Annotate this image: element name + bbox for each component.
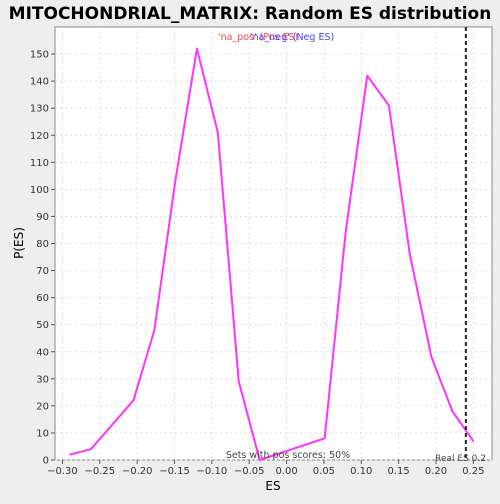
- es-density-point: [237, 380, 240, 383]
- es-density-point: [344, 231, 347, 234]
- y-tick-label: 20: [36, 401, 49, 412]
- legend-na-neg: 'na_neg' (Neg ES): [250, 32, 334, 43]
- es-density-point: [472, 440, 475, 442]
- y-tick-label: 140: [30, 77, 49, 88]
- y-tick-label: 30: [36, 374, 49, 385]
- x-tick-label: 0.25: [462, 466, 484, 477]
- legend-na-pos: 'na_pos' (Pos ES): [218, 32, 298, 43]
- es-density-point: [366, 74, 369, 77]
- x-tick-label: 0.15: [387, 466, 409, 477]
- grid-layer: [55, 27, 492, 461]
- es-density-point: [153, 329, 156, 331]
- axes-layer: −0.30 −0.25 −0.20 −0.15 −0.10 −0.05 0.00 0.05 0.…: [30, 50, 485, 477]
- es-density-point: [174, 180, 177, 183]
- y-tick-label: 60: [36, 293, 49, 304]
- x-tick-label: −0.15: [159, 466, 190, 477]
- es-density-point: [69, 453, 71, 456]
- es-density-point: [216, 131, 219, 134]
- es-density-point: [89, 448, 92, 451]
- x-tick-label: 0.00: [275, 466, 297, 477]
- y-tick-label: 150: [30, 50, 49, 61]
- es-density-point: [430, 356, 433, 359]
- y-tick-label: 80: [36, 239, 49, 250]
- x-axis-label: ES: [265, 479, 280, 493]
- series-layer: [69, 27, 475, 461]
- real-es-label: Real ES 0.2: [435, 454, 486, 464]
- y-tick-label: 120: [30, 131, 49, 142]
- y-tick-label: 100: [30, 185, 49, 196]
- es-density-point: [451, 410, 454, 413]
- es-density-point: [388, 104, 390, 107]
- es-density-point: [132, 399, 135, 402]
- x-tick-label: 0.10: [350, 466, 372, 477]
- x-tick-label: −0.25: [84, 466, 115, 477]
- es-density-point: [196, 47, 198, 50]
- x-tick-label: −0.30: [47, 466, 78, 477]
- plot-area: [54, 26, 493, 461]
- y-axis-label: P(ES): [12, 227, 26, 259]
- chart-title: MITOCHONDRIAL_MATRIX: Random ES distribu…: [9, 4, 492, 24]
- x-tick-label: −0.20: [122, 466, 153, 477]
- x-tick-label: 0.05: [313, 466, 335, 477]
- sets-pos-scores-label: Sets with pos scores: 50%: [226, 450, 350, 461]
- x-tick-label: 0.20: [425, 466, 447, 477]
- y-tick-label: 90: [36, 212, 49, 223]
- es-density-point: [323, 437, 326, 440]
- y-tick-label: 110: [30, 158, 49, 169]
- y-tick-label: 50: [36, 320, 49, 331]
- y-tick-label: 40: [36, 347, 49, 358]
- y-tick-label: 0: [43, 456, 49, 467]
- x-tick-label: −0.10: [197, 466, 228, 477]
- y-tick-label: 10: [36, 428, 49, 439]
- es-density-point: [408, 253, 411, 256]
- y-tick-label: 70: [36, 266, 49, 277]
- x-tick-label: −0.05: [234, 466, 265, 477]
- y-tick-label: 130: [30, 104, 49, 115]
- es-density-point: [258, 459, 261, 461]
